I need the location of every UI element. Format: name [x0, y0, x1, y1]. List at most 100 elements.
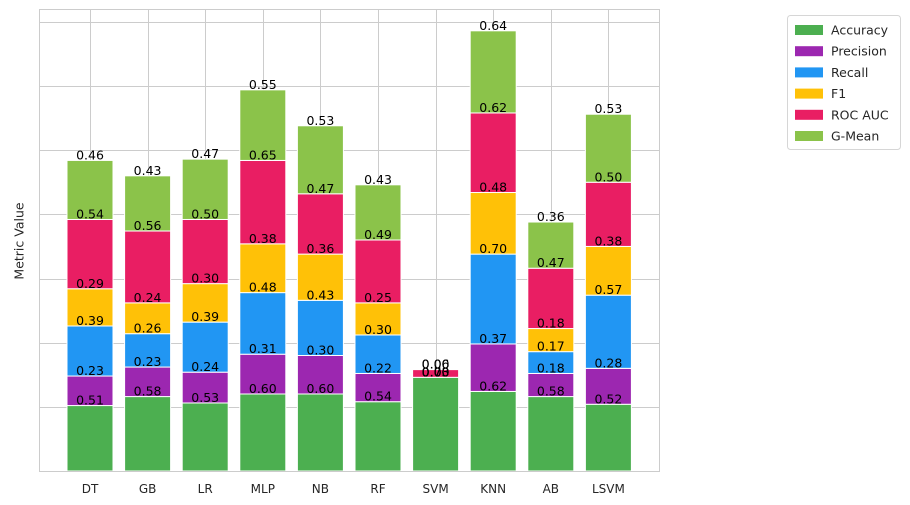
- data-labels: 0.51 0.23 0.39 0.29 0.54 0.46 0.58 0.23 0.26 0.24…: [76, 18, 622, 408]
- bar-f1-nb: [296, 253, 344, 301]
- data-label: 0.70: [479, 241, 507, 256]
- data-label: 0.62: [479, 378, 507, 393]
- data-label: 0.56: [134, 218, 162, 233]
- bar-g-mean-lsvm: [584, 113, 632, 183]
- data-label: 0.24: [191, 359, 219, 374]
- y-axis-label: Metric Value: [12, 202, 27, 279]
- legend-swatch: [795, 46, 823, 57]
- data-label: 0.00: [422, 357, 450, 372]
- data-label: 0.48: [249, 280, 277, 295]
- data-label: 0.60: [249, 381, 277, 396]
- data-label: 0.36: [537, 209, 565, 224]
- data-label: 0.73: [422, 364, 450, 379]
- data-label: 0.60: [306, 381, 334, 396]
- plot-frame: [39, 9, 660, 472]
- x-tick-label: SVM: [423, 482, 449, 496]
- bar-g-mean-mlp: [239, 89, 287, 161]
- data-label: 0.43: [364, 172, 392, 187]
- data-label: 0.57: [594, 282, 622, 297]
- x-tick-label: LSVM: [592, 482, 625, 496]
- data-label: 0.65: [249, 147, 277, 162]
- data-label: 0.23: [76, 363, 104, 378]
- bar-recall-lr: [181, 321, 229, 373]
- bar-accuracy-ab: [527, 396, 575, 472]
- legend-swatch: [795, 25, 823, 35]
- x-tick-label: AB: [543, 482, 559, 496]
- data-label: 0.53: [306, 113, 334, 128]
- data-label: 0.30: [306, 343, 334, 358]
- data-label: 0.18: [537, 316, 565, 331]
- bar-accuracy-lsvm: [584, 403, 632, 472]
- bar-roc-auc-gb: [124, 230, 172, 304]
- data-label: 0.43: [134, 163, 162, 178]
- data-label: 0.00: [422, 364, 450, 379]
- bar-recall-knn: [469, 253, 517, 345]
- data-label: 0.46: [76, 147, 104, 162]
- x-tick-label: MLP: [251, 482, 275, 496]
- legend-swatch: [795, 67, 823, 78]
- data-label: 0.50: [594, 169, 622, 184]
- bar-accuracy-svm: [412, 376, 460, 472]
- data-label: 0.26: [134, 321, 162, 336]
- data-label: 0.54: [76, 206, 104, 221]
- bar-precision-nb: [296, 355, 344, 395]
- bar-f1-gb: [124, 302, 172, 335]
- bar-g-mean-ab: [527, 221, 575, 269]
- data-label: 0.51: [76, 393, 104, 408]
- data-label: 0.48: [479, 180, 507, 195]
- data-label: 0.24: [134, 290, 162, 305]
- legend-label: Accuracy: [831, 23, 889, 38]
- bar-accuracy-mlp: [239, 393, 287, 472]
- bar-roc-auc-svm: [412, 369, 460, 378]
- data-label: 0.47: [191, 146, 219, 161]
- bar-g-mean-nb: [296, 125, 344, 195]
- data-label: 0.18: [537, 360, 565, 375]
- data-label: 0.36: [306, 241, 334, 256]
- bar-roc-auc-nb: [296, 193, 344, 255]
- legend: Accuracy Precision Recall F1 ROC AUC G-Mean: [787, 15, 901, 150]
- bar-recall-dt: [66, 325, 114, 377]
- bar-f1-mlp: [239, 243, 287, 294]
- data-label: 0.55: [249, 77, 277, 92]
- bar-g-mean-dt: [66, 159, 114, 220]
- bar-g-mean-knn: [469, 30, 517, 114]
- data-label: 0.00: [422, 364, 450, 379]
- data-label: 0.62: [479, 100, 507, 115]
- bar-f1-lr: [181, 283, 229, 323]
- data-label: 0.30: [364, 322, 392, 337]
- data-label: 0.29: [76, 276, 104, 291]
- legend-label: F1: [831, 86, 846, 101]
- bar-accuracy-nb: [296, 393, 344, 472]
- bar-f1-dt: [66, 288, 114, 327]
- bar-roc-auc-knn: [469, 112, 517, 194]
- data-label: 0.53: [191, 390, 219, 405]
- data-label: 0.39: [76, 313, 104, 328]
- data-label: 0.17: [537, 339, 565, 354]
- x-tick-label: KNN: [480, 482, 506, 496]
- legend-swatch: [795, 131, 823, 141]
- data-label: 0.43: [306, 287, 334, 302]
- x-tick-label: LR: [198, 482, 213, 496]
- bar-precision-gb: [124, 366, 172, 398]
- bars: [66, 30, 632, 472]
- data-label: 0.58: [537, 384, 565, 399]
- bar-g-mean-lr: [181, 158, 229, 220]
- x-tick-label: NB: [312, 482, 329, 496]
- data-label: 0.28: [594, 355, 622, 370]
- bar-roc-auc-ab: [527, 267, 575, 330]
- data-label: 0.30: [191, 271, 219, 286]
- bar-accuracy-gb: [124, 396, 172, 472]
- data-label: 0.64: [479, 18, 507, 33]
- legend-label: ROC AUC: [831, 107, 889, 122]
- data-label: 0.58: [134, 384, 162, 399]
- bar-accuracy-dt: [66, 405, 114, 472]
- data-label: 0.37: [479, 331, 507, 346]
- bar-accuracy-knn: [469, 390, 517, 472]
- data-label: 0.38: [594, 233, 622, 248]
- bar-accuracy-rf: [354, 401, 402, 472]
- legend-swatch: [795, 109, 823, 120]
- data-label: 0.49: [364, 227, 392, 242]
- data-label: 0.22: [364, 360, 392, 375]
- data-label: 0.47: [537, 255, 565, 270]
